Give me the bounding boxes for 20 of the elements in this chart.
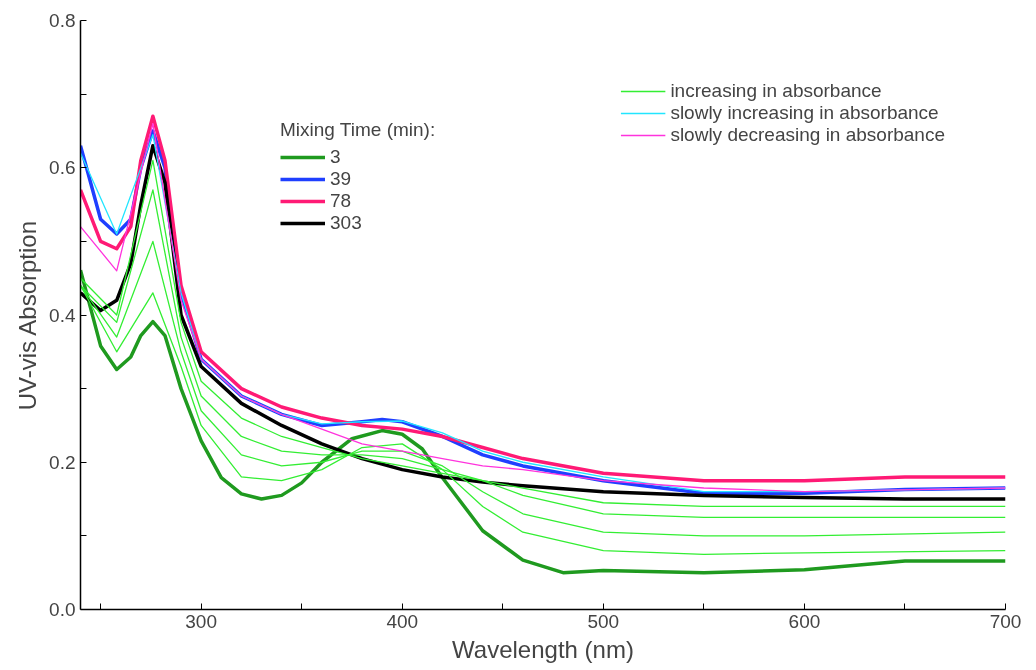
y-axis-title: UV-vis Absorption [14,220,42,411]
legend-label: slowly decreasing in absorbance [670,124,945,146]
x-tick-label: 400 [386,610,419,632]
x-tick-label: 600 [788,610,821,632]
legend-label: increasing in absorbance [670,80,882,102]
x-tick-label: 700 [989,610,1022,632]
legend-title: Mixing Time (min): [280,119,436,141]
y-tick-label: 0.2 [49,451,76,473]
y-tick-label: 0.0 [49,599,76,620]
x-tick-label: 300 [185,610,217,632]
x-axis-title: Wavelength (nm) [452,635,634,663]
legend-label: 78 [330,190,352,212]
x-tick-label: 500 [587,610,620,632]
legend-label: slowly increasing in absorbance [670,102,939,124]
legend-label: 303 [330,212,362,234]
legend-label: 39 [330,168,352,190]
y-tick-label: 0.4 [49,304,76,326]
y-tick-label: 0.6 [49,157,76,179]
legend-label: 3 [330,146,342,168]
y-tick-label: 0.8 [49,10,76,31]
